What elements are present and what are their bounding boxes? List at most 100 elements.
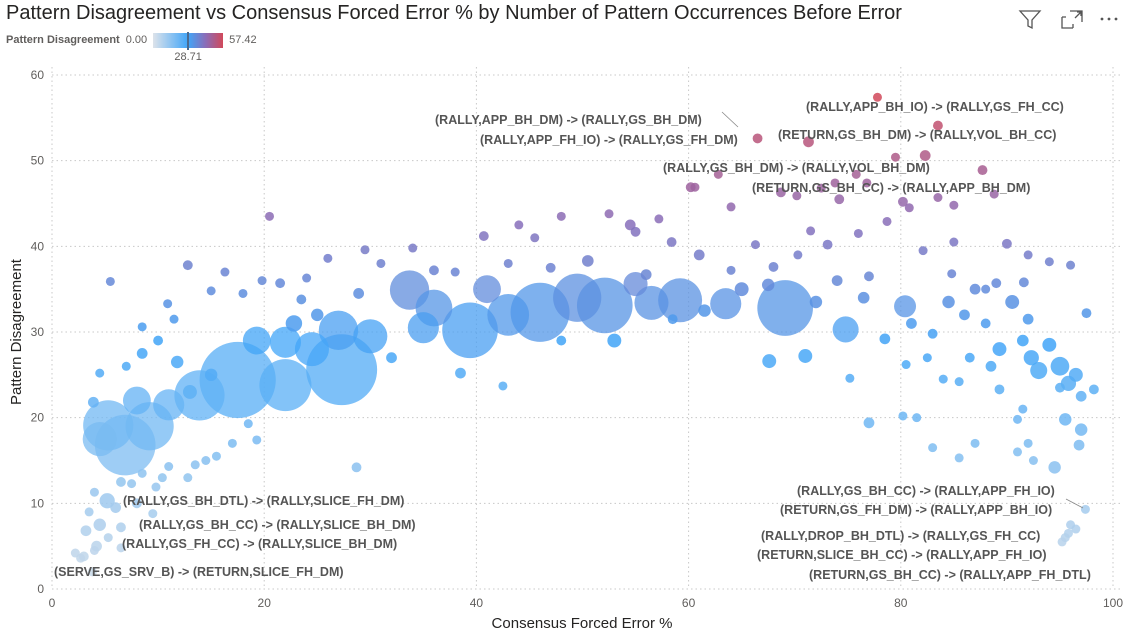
bubble-point[interactable]	[762, 354, 777, 369]
bubble-point[interactable]	[1030, 362, 1048, 380]
bubble-point[interactable]	[918, 246, 928, 256]
bubble-point[interactable]	[964, 352, 975, 363]
bubble-point[interactable]	[556, 335, 567, 346]
bubble-point[interactable]	[252, 435, 262, 445]
bubble-point[interactable]	[116, 522, 126, 533]
bubble-point[interactable]	[182, 385, 197, 399]
bubble-point[interactable]	[954, 453, 964, 463]
bubble-point[interactable]	[906, 318, 917, 329]
bubble-point[interactable]	[710, 288, 742, 320]
bubble-point[interactable]	[803, 136, 814, 148]
bubble-point[interactable]	[831, 275, 843, 286]
bubble-point[interactable]	[761, 278, 775, 292]
bubble-point[interactable]	[478, 231, 489, 241]
bubble-point[interactable]	[864, 271, 874, 282]
bubble-point[interactable]	[408, 243, 418, 253]
bubble-point[interactable]	[1042, 337, 1057, 352]
bubble-point[interactable]	[89, 487, 99, 497]
bubble-point[interactable]	[1055, 382, 1065, 393]
bubble-point[interactable]	[1044, 257, 1054, 267]
bubble-point[interactable]	[959, 309, 970, 321]
bubble-point[interactable]	[928, 443, 938, 453]
bubble-point[interactable]	[318, 310, 359, 350]
bubble-point[interactable]	[750, 240, 760, 250]
bubble-point[interactable]	[1023, 250, 1033, 260]
bubble-point[interactable]	[607, 333, 622, 348]
bubble-point[interactable]	[981, 284, 991, 294]
bubble-point[interactable]	[407, 312, 439, 344]
bubble-point[interactable]	[351, 462, 362, 473]
bubble-point[interactable]	[1028, 456, 1038, 465]
bubble-point[interactable]	[99, 493, 115, 509]
filter-icon[interactable]	[1018, 8, 1042, 30]
bubble-point[interactable]	[1023, 350, 1039, 366]
bubble-point[interactable]	[127, 479, 137, 489]
focus-mode-icon[interactable]	[1060, 8, 1084, 30]
bubble-point[interactable]	[985, 360, 997, 372]
bubble-point[interactable]	[1081, 308, 1092, 319]
bubble-point[interactable]	[473, 275, 501, 304]
bubble-point[interactable]	[204, 368, 218, 382]
bubble-point[interactable]	[487, 293, 530, 336]
bubble-point[interactable]	[713, 169, 723, 179]
bubble-point[interactable]	[1001, 238, 1012, 249]
bubble-point[interactable]	[806, 226, 816, 236]
bubble-point[interactable]	[269, 326, 301, 358]
bubble-point[interactable]	[137, 468, 147, 478]
bubble-point[interactable]	[853, 228, 863, 238]
bubble-point[interactable]	[206, 286, 216, 296]
bubble-point[interactable]	[901, 360, 911, 370]
bubble-point[interactable]	[667, 314, 678, 325]
bubble-point[interactable]	[581, 255, 594, 267]
bubble-point[interactable]	[170, 355, 184, 369]
bubble-point[interactable]	[553, 273, 602, 322]
bubble-point[interactable]	[834, 194, 845, 205]
bubble-point[interactable]	[822, 239, 833, 250]
bubble-point[interactable]	[275, 278, 286, 289]
bubble-point[interactable]	[174, 370, 225, 421]
bubble-point[interactable]	[157, 473, 167, 483]
bubble-point[interactable]	[726, 265, 736, 275]
bubble-point[interactable]	[243, 419, 253, 429]
bubble-point[interactable]	[912, 413, 922, 423]
bubble-point[interactable]	[1080, 504, 1090, 514]
bubble-point[interactable]	[1018, 277, 1029, 288]
bubble-point[interactable]	[242, 326, 271, 355]
bubble-point[interactable]	[768, 261, 779, 272]
bubble-point[interactable]	[863, 417, 875, 429]
bubble-point[interactable]	[832, 316, 859, 343]
bubble-point[interactable]	[498, 381, 508, 391]
bubble-point[interactable]	[775, 187, 786, 198]
bubble-point[interactable]	[311, 308, 324, 322]
bubble-point[interactable]	[734, 282, 749, 297]
bubble-point[interactable]	[949, 237, 959, 247]
bubble-point[interactable]	[136, 348, 148, 359]
bubble-point[interactable]	[1016, 334, 1029, 347]
bubble-point[interactable]	[690, 182, 700, 192]
bubble-point[interactable]	[514, 220, 524, 230]
bubble-point[interactable]	[1073, 439, 1085, 451]
bubble-point[interactable]	[933, 120, 943, 131]
bubble-point[interactable]	[927, 328, 938, 339]
bubble-point[interactable]	[285, 315, 303, 332]
bubble-point[interactable]	[1059, 413, 1072, 426]
bubble-point[interactable]	[360, 245, 370, 255]
bubble-point[interactable]	[992, 342, 1007, 357]
bubble-point[interactable]	[201, 456, 211, 465]
bubble-point[interactable]	[302, 273, 312, 283]
bubble-point[interactable]	[809, 295, 823, 309]
bubble-point[interactable]	[623, 271, 648, 297]
bubble-point[interactable]	[211, 451, 221, 461]
bubble-point[interactable]	[151, 482, 161, 492]
bubble-point[interactable]	[989, 189, 999, 199]
bubble-point[interactable]	[1048, 461, 1061, 474]
bubble-point[interactable]	[991, 278, 1002, 289]
more-options-icon[interactable]	[1098, 8, 1122, 30]
bubble-point[interactable]	[545, 262, 556, 273]
bubble-point[interactable]	[76, 553, 86, 563]
bubble-point[interactable]	[227, 438, 237, 448]
bubble-point[interactable]	[169, 314, 179, 324]
bubble-point[interactable]	[503, 258, 513, 268]
bubble-point[interactable]	[153, 335, 164, 346]
bubble-point[interactable]	[845, 373, 855, 383]
